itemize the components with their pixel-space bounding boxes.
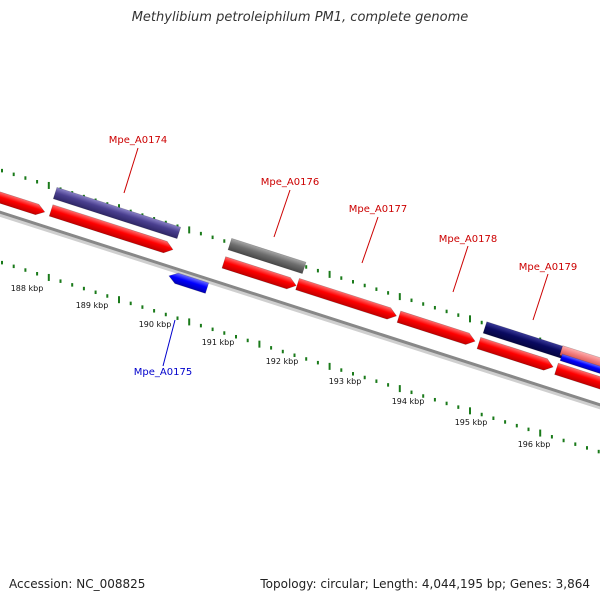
gene-block-edge-blue[interactable]	[559, 353, 600, 376]
gene-label[interactable]: Mpe_A0174	[109, 135, 167, 146]
gene-label[interactable]: Mpe_A0177	[349, 204, 407, 215]
scale-label: 191 kbp	[202, 338, 235, 347]
label-leader-line	[273, 189, 291, 238]
scale-label: 192 kbp	[266, 357, 299, 366]
scale-label: 188 kbp	[11, 284, 44, 293]
gene-arrow-left-edge[interactable]	[0, 190, 46, 217]
label-leader-line	[532, 273, 549, 321]
backbone-shadow	[0, 211, 600, 410]
gene-arrow-mpe-a0177[interactable]	[295, 277, 399, 321]
gene-arrow-mpe-a0178[interactable]	[396, 310, 477, 347]
label-leader-line	[361, 216, 379, 264]
scale-label: 195 kbp	[455, 418, 488, 427]
backbone-line	[0, 210, 600, 407]
gene-labels: Mpe_A0174 Mpe_A0175 Mpe_A0176 Mpe_A0177 Mpe_…	[109, 135, 577, 378]
label-leader-line	[452, 245, 469, 293]
scale-label: 194 kbp	[392, 397, 425, 406]
label-leader-line	[123, 147, 139, 194]
scale-label: 196 kbp	[518, 440, 551, 449]
scale-label: 189 kbp	[76, 301, 109, 310]
gene-block-edge-pink[interactable]	[559, 345, 600, 371]
gene-label[interactable]: Mpe_A0179	[519, 262, 577, 273]
gene-arrow-mpe-a0174-fwd[interactable]	[48, 204, 175, 256]
genome-stats-text: Topology: circular; Length: 4,044,195 bp…	[260, 577, 590, 591]
label-leader-line	[162, 319, 176, 367]
gene-arrow-mpe-a0179[interactable]	[476, 336, 555, 372]
accession-text: Accession: NC_008825	[9, 577, 146, 591]
gene-block-mpe-a0176[interactable]	[227, 237, 307, 275]
gene-block-mpe-a0174[interactable]	[52, 187, 182, 239]
gene-label[interactable]: Mpe_A0178	[439, 234, 497, 245]
gene-arrow-mpe-a0176[interactable]	[221, 256, 298, 292]
gene-arrow-mpe-a0175[interactable]	[167, 271, 210, 294]
scale-label: 190 kbp	[139, 320, 172, 329]
map-title: Methylibium petroleiphilum PM1, complete…	[131, 10, 469, 25]
scale-label: 193 kbp	[329, 377, 362, 386]
backbone	[0, 210, 600, 410]
gene-features[interactable]	[0, 187, 600, 393]
scale-labels: 188 kbp 189 kbp 190 kbp 191 kbp 192 kbp 193 k…	[11, 284, 551, 449]
gene-label[interactable]: Mpe_A0176	[261, 177, 319, 188]
gene-label[interactable]: Mpe_A0175	[134, 367, 192, 378]
